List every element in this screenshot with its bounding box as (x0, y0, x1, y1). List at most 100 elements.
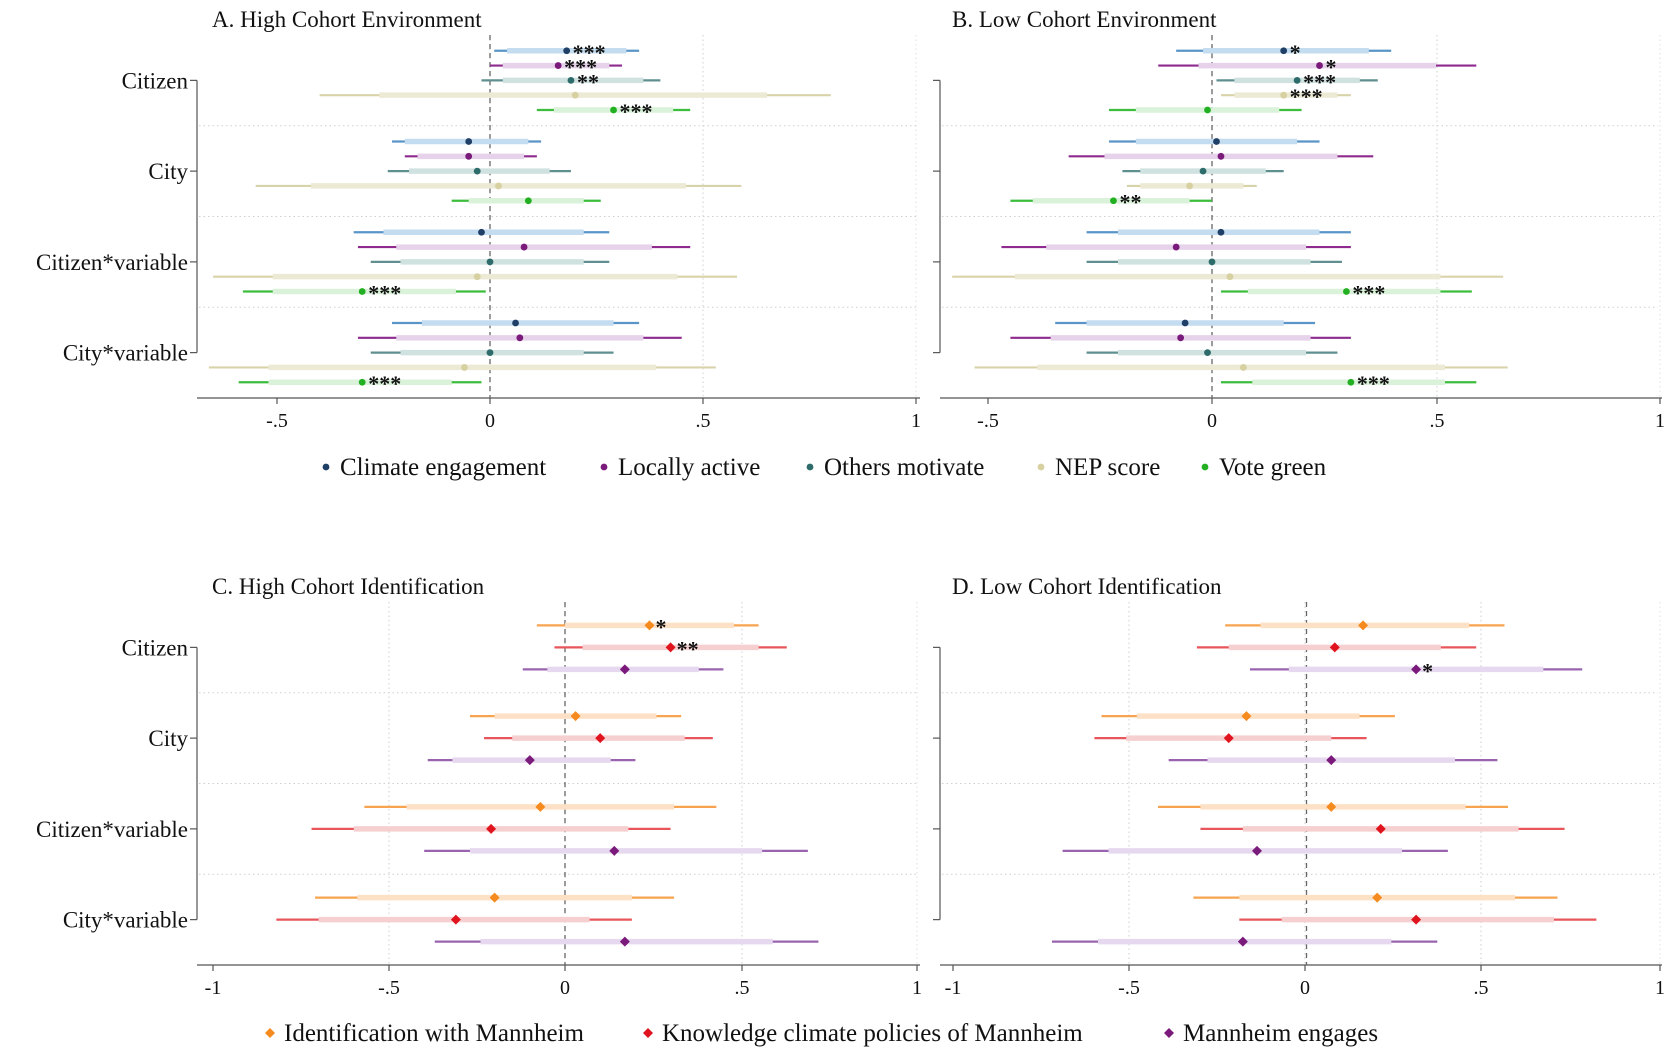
estimate-marker (619, 664, 630, 675)
x-tick-label: 0 (1300, 977, 1310, 999)
x-tick-label: -.5 (1118, 977, 1140, 999)
panel-title: B. Low Cohort Environment (952, 7, 1217, 32)
legend-label: Mannheim engages (1183, 1020, 1378, 1047)
estimate-marker (1226, 273, 1234, 281)
estimate-marker (1280, 91, 1288, 99)
estimate-marker (595, 733, 606, 744)
chart-legends: Climate engagement Locally active Others m… (265, 454, 1378, 1047)
significance-label: * (1326, 55, 1337, 80)
estimate-marker (478, 228, 485, 236)
estimate-marker (1172, 243, 1180, 251)
significance-label: ** (577, 69, 599, 94)
panel-title: D. Low Cohort Identification (952, 574, 1222, 599)
estimate-marker (1411, 914, 1422, 925)
category-label: Citizen*variable (36, 817, 188, 842)
significance-label: *** (1357, 371, 1390, 396)
estimate-marker (1375, 823, 1386, 834)
category-label: Citizen (122, 68, 189, 93)
significance-label: * (1422, 658, 1433, 683)
panel-title: A. High Cohort Environment (212, 7, 482, 32)
estimate-marker (1217, 152, 1225, 160)
x-tick-label: .5 (1474, 977, 1489, 999)
significance-label: ** (1119, 190, 1141, 215)
estimate-marker (358, 378, 366, 386)
significance-label: * (655, 614, 666, 639)
x-tick-label: -1 (205, 977, 222, 999)
estimate-marker (358, 288, 366, 295)
estimate-marker (486, 258, 494, 266)
estimate-marker (535, 801, 546, 812)
estimate-marker (1177, 334, 1185, 342)
legend-label: Knowledge climate policies of Mannheim (662, 1020, 1083, 1047)
estimate-marker (554, 62, 562, 69)
estimate-marker (1411, 664, 1422, 675)
panel-title: C. High Cohort Identification (212, 574, 485, 599)
estimate-marker (570, 711, 581, 722)
category-label: City (148, 159, 188, 184)
legend-marker (806, 463, 814, 471)
significance-label: ** (677, 636, 699, 661)
estimate-marker (1217, 228, 1225, 236)
estimate-marker (524, 755, 535, 766)
category-label: City*variable (63, 341, 188, 366)
legend-label: Vote green (1219, 454, 1327, 481)
x-tick-label: -.5 (977, 410, 999, 432)
category-label: City*variable (63, 908, 188, 933)
estimate-marker (644, 620, 655, 631)
legend-2: Identification with Mannheim Knowledge cl… (265, 1020, 1378, 1047)
estimate-marker (1186, 182, 1193, 190)
x-tick-label: -1 (945, 977, 962, 999)
category-label: Citizen (122, 635, 189, 660)
x-tick-label: -.5 (378, 977, 400, 999)
estimate-marker (563, 47, 571, 55)
x-tick-label: 1 (911, 410, 921, 432)
estimate-marker (465, 138, 473, 145)
estimate-marker (1204, 349, 1211, 357)
estimate-marker (1239, 364, 1247, 371)
estimate-marker (461, 364, 468, 371)
estimate-marker (1316, 62, 1323, 69)
significance-label: *** (573, 40, 606, 65)
estimate-marker (1326, 755, 1337, 766)
panel-4: D. Low Cohort Identification -1 -.5 0 .5 1 * (933, 574, 1665, 999)
estimate-marker (1252, 845, 1263, 856)
x-tick-label: 1 (1655, 977, 1665, 999)
estimate-marker (486, 349, 494, 357)
estimate-marker (1347, 378, 1355, 386)
estimate-marker (1199, 167, 1207, 175)
significance-label: *** (620, 99, 653, 124)
estimate-marker (567, 76, 575, 84)
estimate-marker (610, 106, 617, 114)
estimate-marker (524, 197, 532, 205)
estimate-marker (473, 273, 481, 281)
category-label: Citizen*variable (36, 250, 188, 275)
legend-1: Climate engagement Locally active Others m… (322, 454, 1327, 481)
estimate-marker (1110, 197, 1117, 205)
panel-1: A. High Cohort Environment Citizen City Cit… (36, 7, 921, 432)
chart-panels: A. High Cohort Environment Citizen City Cit… (36, 7, 1665, 999)
legend-label: Climate engagement (340, 454, 546, 481)
x-tick-label: 1 (912, 977, 922, 999)
legend-marker (600, 463, 608, 471)
significance-label: *** (1352, 280, 1385, 305)
legend-marker (1037, 463, 1045, 471)
estimate-marker (1372, 892, 1383, 903)
estimate-marker (486, 823, 497, 834)
estimate-marker (1213, 138, 1220, 145)
estimate-marker (1280, 47, 1288, 55)
estimate-marker (465, 152, 473, 160)
estimate-marker (512, 319, 519, 327)
legend-label: Others motivate (824, 454, 984, 481)
estimate-marker (1329, 642, 1340, 653)
panel-3: C. High Cohort Identification Citizen City… (36, 574, 922, 999)
legend-marker (643, 1028, 653, 1038)
significance-label: *** (368, 280, 401, 305)
estimate-marker (1204, 106, 1211, 114)
legend-label: Locally active (618, 454, 760, 481)
estimate-marker (1208, 258, 1216, 266)
significance-label: *** (1303, 69, 1336, 94)
x-tick-label: 0 (485, 410, 495, 432)
estimate-marker (571, 91, 579, 99)
legend-label: Identification with Mannheim (284, 1020, 584, 1047)
